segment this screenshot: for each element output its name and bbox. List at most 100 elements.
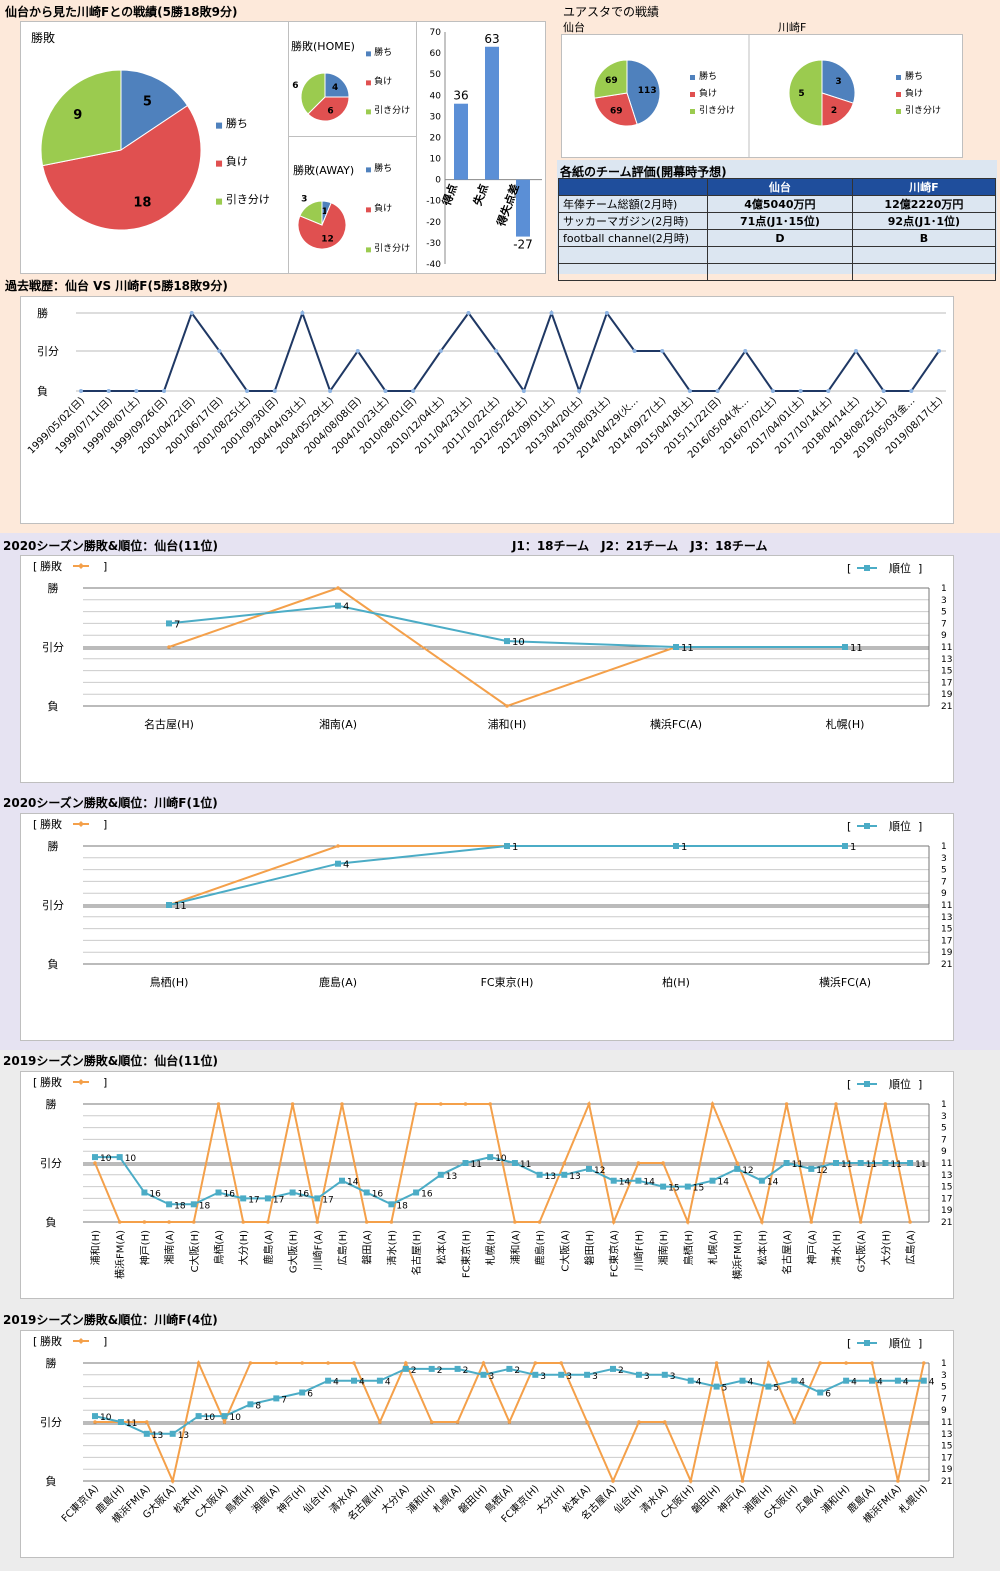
rank-value-label: 15: [668, 1184, 679, 1194]
rank-point: [584, 1371, 591, 1378]
result-point: [637, 1420, 641, 1424]
pie-value-label: 5: [143, 94, 152, 109]
result-point: [463, 1102, 468, 1106]
y-tick-label: 40: [430, 91, 442, 101]
rank-value-label: 11: [792, 1160, 803, 1170]
legend-label: 負け: [905, 87, 923, 99]
ustadium-kawasaki-label: 川崎F: [778, 21, 807, 34]
rank-tick-label: 17: [941, 936, 952, 946]
rank-point: [116, 1154, 123, 1161]
rank-point: [558, 1371, 565, 1378]
legend-swatch: [216, 160, 223, 167]
x-tick-label: G大阪(H): [287, 1230, 300, 1273]
result-point: [439, 1102, 443, 1106]
result-point: [735, 1161, 739, 1165]
rank-tick-label: 13: [941, 1171, 952, 1181]
result-point: [274, 1361, 279, 1365]
rank-point: [920, 1377, 927, 1384]
rank-point: [195, 1413, 202, 1420]
x-tick-label: 鹿島(H): [534, 1230, 547, 1265]
legend-result-marker: [78, 1338, 84, 1344]
rank-point: [240, 1195, 247, 1202]
result-point: [688, 1479, 693, 1483]
x-tick-label: 名古屋(A): [781, 1230, 794, 1275]
legend-result-marker: [78, 821, 84, 827]
rank-value-label: 18: [396, 1201, 408, 1211]
table-cell: football channel(2月時): [558, 229, 708, 247]
goal-bar: [485, 46, 499, 180]
y-tick-label: 50: [430, 70, 442, 80]
rank-tick-label: 11: [941, 643, 952, 653]
x-tick-label: 清水(H): [385, 1230, 398, 1265]
rank-point: [504, 843, 510, 849]
result-point: [896, 1479, 900, 1483]
rank-value-label: 10: [100, 1413, 112, 1423]
pie-value-label: 3: [301, 195, 307, 205]
rank-value-label: 10: [125, 1154, 137, 1164]
result-point: [661, 1161, 665, 1165]
rank-tick-label: 9: [941, 889, 947, 899]
rank-point: [610, 1177, 617, 1184]
rank-value-label: 4: [851, 1378, 857, 1388]
result-point: [340, 1102, 344, 1106]
x-tick-label: 湘南(A): [163, 1230, 176, 1265]
table-cell: 年俸チーム総額(2月時): [558, 195, 708, 213]
result-point: [533, 1361, 538, 1365]
rank-point: [462, 1160, 469, 1166]
history-point: [687, 389, 692, 393]
rank-point: [532, 1371, 539, 1378]
rank-point: [92, 1413, 98, 1420]
rank-tick-label: 3: [941, 854, 947, 864]
result-point: [93, 1420, 97, 1424]
pie-value-label: 9: [73, 108, 82, 123]
pie-value-label: 5: [798, 89, 804, 99]
history-point: [411, 389, 416, 393]
rank-point: [673, 843, 679, 849]
result-point: [455, 1420, 460, 1424]
bar-category-label: 得点: [439, 182, 460, 208]
rank-value-label: 4: [696, 1378, 702, 1388]
legend-swatch: [366, 51, 371, 57]
rank-tick-label: 21: [941, 1218, 952, 1228]
summary-section: 仙台から見た川崎Fとの戦績(5勝18敗9分) ユアスタでの戦績 勝敗 5 18 9 勝ち…: [0, 0, 1000, 533]
s2019-kawasaki-panel: [勝敗][順位] 1 3 5 7 9 11 13 15 17 19 21 勝引分負 10 11 13 13 10 1…: [20, 1330, 954, 1558]
pie-slice-2: [299, 200, 323, 226]
rank-value-label: 12: [742, 1166, 753, 1176]
pie-value-label: 3: [835, 77, 841, 87]
rank-tick-label: 15: [941, 925, 952, 935]
y-tick-label: 引分: [40, 1156, 62, 1170]
legend-swatch: [896, 109, 901, 114]
pie-slice-2: [788, 59, 823, 127]
result-point: [636, 1161, 641, 1165]
legend-bracket: ]: [103, 818, 107, 831]
result-point: [559, 1361, 563, 1365]
history-point: [577, 389, 582, 393]
rank-value-label: 1: [681, 842, 687, 853]
history-point: [438, 349, 443, 353]
x-tick-label: 鳥栖(H): [682, 1230, 695, 1265]
rank-point: [166, 620, 172, 627]
rank-point: [635, 1177, 642, 1184]
rank-point: [351, 1377, 357, 1384]
rank-value-label: 3: [670, 1372, 676, 1382]
x-tick-label: FC東京(H): [460, 1230, 473, 1278]
x-tick-label: G大阪(A): [855, 1230, 868, 1272]
x-tick-label: 柏(H): [662, 975, 690, 989]
rank-tick-label: 15: [941, 1442, 952, 1452]
legend-swatch: [366, 80, 371, 86]
result-point: [167, 645, 171, 649]
rank-value-label: 14: [619, 1178, 631, 1188]
rank-point: [843, 1377, 850, 1384]
result-point: [488, 1102, 493, 1106]
x-tick-label: 鹿島(A): [262, 1230, 275, 1265]
legend-bracket: ]: [103, 1335, 107, 1348]
rank-value-label: 16: [421, 1190, 433, 1200]
rank-value-label: 1: [512, 842, 518, 853]
y-tick-label: 勝: [46, 1356, 57, 1370]
rank-value-label: 10: [204, 1413, 216, 1423]
x-tick-label: C大阪(A): [558, 1230, 571, 1272]
rank-value-label: 13: [446, 1172, 457, 1182]
result-point: [336, 586, 340, 590]
rank-point: [264, 1195, 271, 1202]
